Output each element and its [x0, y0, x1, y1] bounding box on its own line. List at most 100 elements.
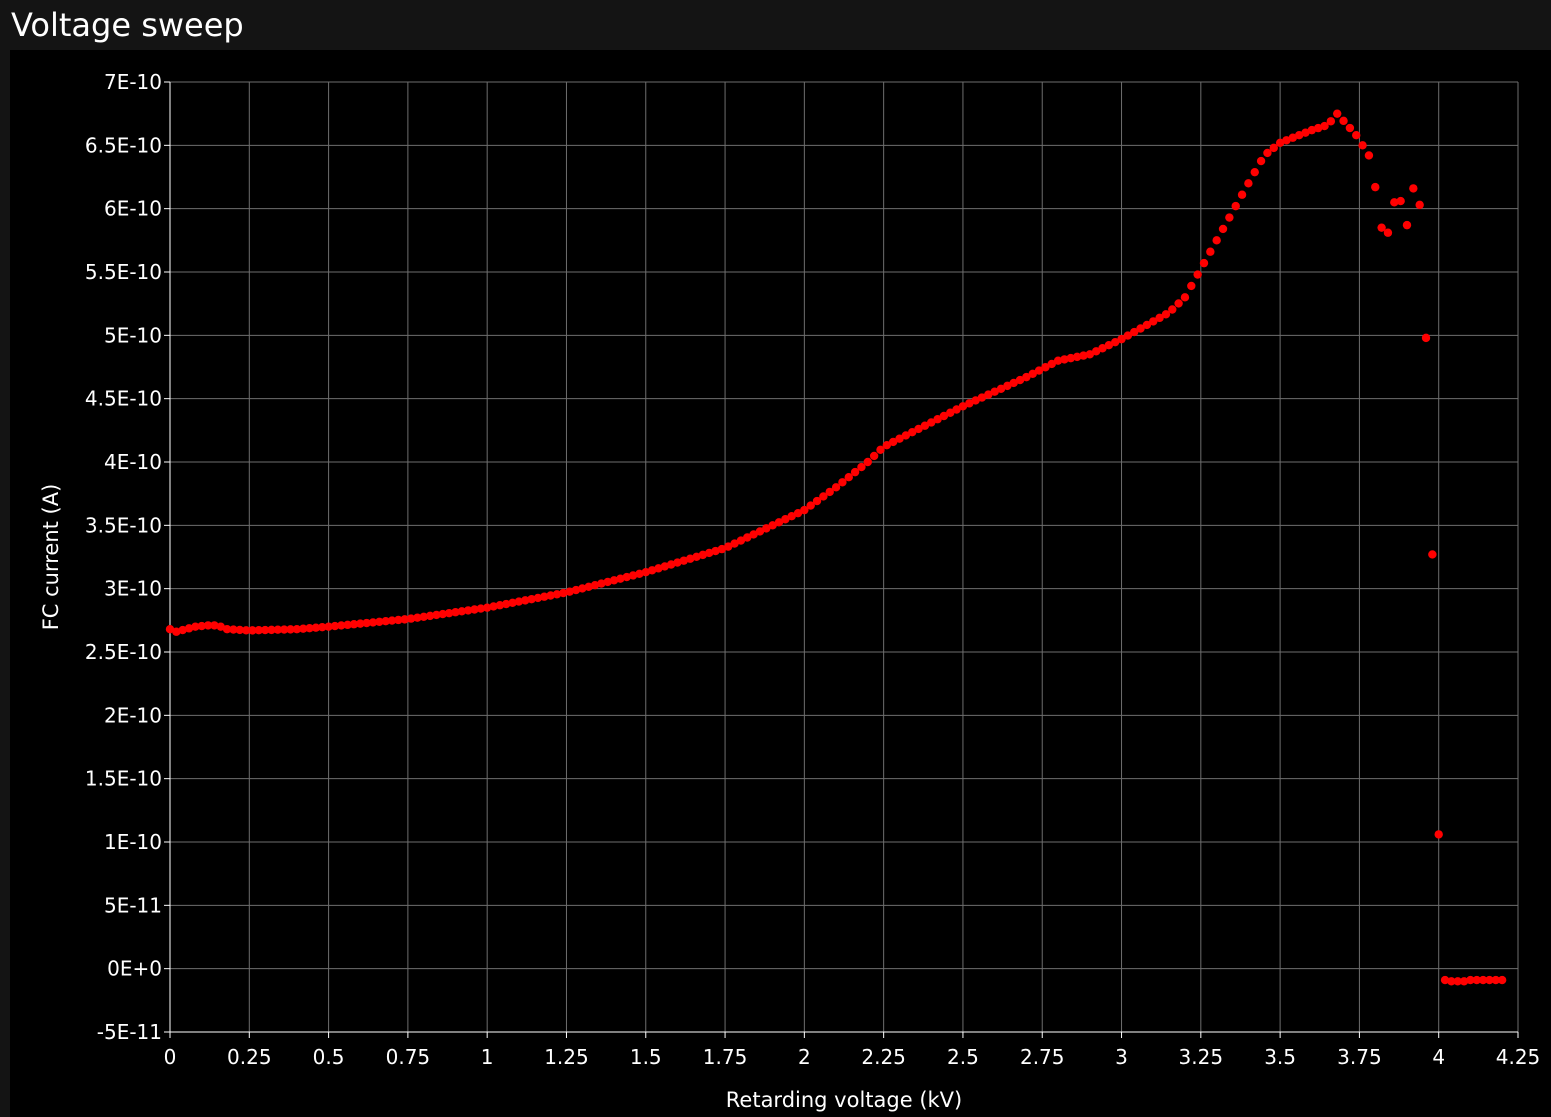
data-point	[1123, 331, 1133, 340]
data-point	[400, 615, 409, 624]
data-point	[971, 396, 980, 405]
data-point	[819, 492, 828, 501]
data-point	[305, 623, 314, 633]
data-point	[1187, 281, 1196, 291]
x-tick-label: 1.25	[544, 1045, 589, 1069]
data-point	[1136, 324, 1145, 333]
x-tick-label: 0.5	[313, 1045, 345, 1069]
data-point	[457, 607, 467, 616]
data-point	[337, 621, 346, 630]
y-tick-label: -5E-11	[97, 1020, 162, 1044]
x-tick-label: 2.25	[861, 1045, 906, 1069]
y-tick-label: 5E-11	[104, 893, 162, 917]
data-point	[1263, 148, 1272, 158]
data-point	[685, 554, 695, 563]
data-point	[1149, 317, 1158, 326]
data-point	[222, 625, 232, 634]
data-point	[368, 618, 378, 627]
data-point	[1218, 224, 1228, 234]
y-tick-label: 1E-10	[104, 830, 162, 854]
data-point	[203, 621, 213, 630]
data-point	[1174, 299, 1183, 308]
data-point	[1206, 247, 1215, 256]
data-point	[876, 445, 885, 455]
data-point	[375, 617, 384, 627]
data-point	[724, 542, 733, 551]
data-point	[1440, 975, 1450, 985]
data-point	[318, 622, 327, 632]
data-point	[1282, 136, 1291, 145]
data-point	[1225, 213, 1234, 222]
x-tick-label: 3.5	[1264, 1045, 1296, 1069]
data-point	[958, 402, 968, 411]
data-points	[165, 109, 1507, 986]
data-point	[1237, 190, 1247, 199]
data-point	[387, 616, 397, 625]
data-point	[768, 521, 777, 530]
data-point	[1053, 356, 1063, 365]
y-tick-label: 0E+0	[107, 957, 162, 981]
voltage-sweep-chart: 0 0.25 0.5 0.75 1 1.25 1.5 1.75 2 2.25 2.5 2.75 3 3.2…	[39, 70, 1540, 1112]
data-point	[1161, 310, 1171, 319]
data-point	[559, 588, 568, 598]
data-point	[787, 512, 796, 521]
data-point	[1485, 975, 1494, 985]
x-tick-label: 0.75	[386, 1045, 431, 1069]
data-point	[292, 625, 302, 634]
y-tick-label: 6E-10	[104, 197, 162, 221]
data-point	[1402, 220, 1412, 230]
data-point	[489, 602, 498, 611]
data-point	[565, 587, 574, 596]
data-point	[730, 539, 739, 548]
data-point	[495, 601, 505, 610]
data-point	[267, 625, 276, 635]
x-tick-label: 3	[1115, 1045, 1128, 1069]
data-point	[463, 606, 473, 615]
data-point	[444, 608, 454, 618]
data-point	[679, 556, 689, 565]
data-point	[781, 515, 790, 524]
data-point	[1110, 337, 1120, 347]
data-point	[248, 626, 257, 635]
data-point	[1231, 201, 1240, 211]
data-point	[210, 621, 219, 630]
data-point	[1434, 830, 1443, 839]
data-point	[882, 440, 892, 450]
data-point	[1130, 327, 1139, 337]
data-point	[311, 623, 321, 632]
x-tick-label: 4	[1432, 1045, 1445, 1069]
y-tick-label: 4E-10	[104, 450, 162, 474]
data-point	[946, 408, 955, 417]
data-point	[1409, 184, 1418, 193]
data-point	[216, 622, 225, 631]
data-point	[920, 421, 930, 430]
data-point	[1117, 334, 1126, 344]
data-point	[540, 592, 549, 601]
data-point	[1244, 179, 1253, 188]
data-point	[1497, 975, 1507, 985]
x-tick-label: 0.25	[227, 1045, 272, 1069]
data-point	[1275, 138, 1285, 147]
y-tick-label: 5.5E-10	[85, 260, 162, 284]
x-axis-title: Retarding voltage (kV)	[726, 1088, 962, 1112]
x-tick-label: 2.75	[1020, 1045, 1065, 1069]
data-point	[698, 550, 708, 560]
data-point	[628, 571, 638, 580]
window-title: Voltage sweep	[11, 6, 244, 44]
data-point	[1250, 167, 1259, 177]
data-point	[1155, 313, 1164, 323]
data-point	[1383, 228, 1393, 237]
data-point	[1066, 353, 1075, 363]
data-point	[736, 536, 746, 545]
y-tick-label: 5E-10	[104, 323, 162, 347]
y-tick-label: 2.5E-10	[85, 640, 162, 664]
data-point	[635, 569, 644, 579]
data-point	[1421, 333, 1431, 343]
data-point	[381, 616, 390, 626]
data-point	[755, 527, 765, 536]
x-tick-label: 2.5	[947, 1045, 979, 1069]
data-point	[806, 501, 815, 510]
data-point	[1326, 117, 1336, 126]
data-point	[1472, 975, 1481, 985]
data-point	[977, 393, 987, 402]
